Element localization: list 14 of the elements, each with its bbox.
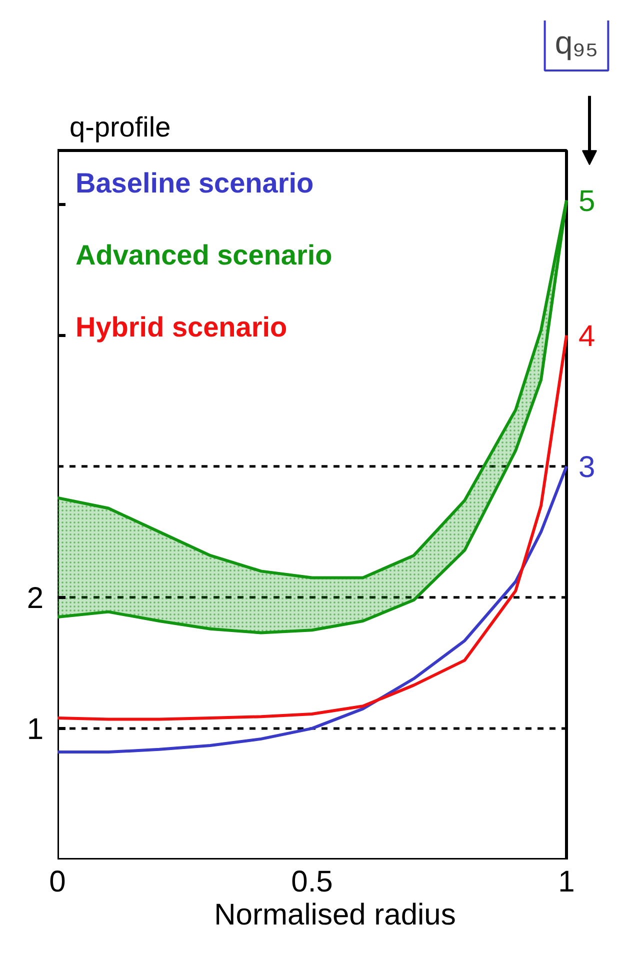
text: 4 — [578, 320, 596, 353]
text: Baseline scenario — [76, 168, 314, 198]
x-tick-label: 0 — [49, 866, 66, 898]
y-tick-label: 2 — [26, 582, 44, 615]
text: q₉₅ — [554, 24, 598, 60]
text: 5 — [578, 184, 596, 218]
x-tick-label: 0.5 — [291, 866, 333, 898]
text: Hybrid scenario — [76, 312, 288, 342]
text: Advanced scenario — [76, 240, 332, 270]
x-axis-title: Normalised radius — [214, 898, 456, 932]
x-tick-label: 1 — [558, 866, 575, 898]
y-axis-title: q-profile — [70, 112, 171, 142]
text: 3 — [578, 450, 596, 484]
line-series — [58, 464, 568, 754]
